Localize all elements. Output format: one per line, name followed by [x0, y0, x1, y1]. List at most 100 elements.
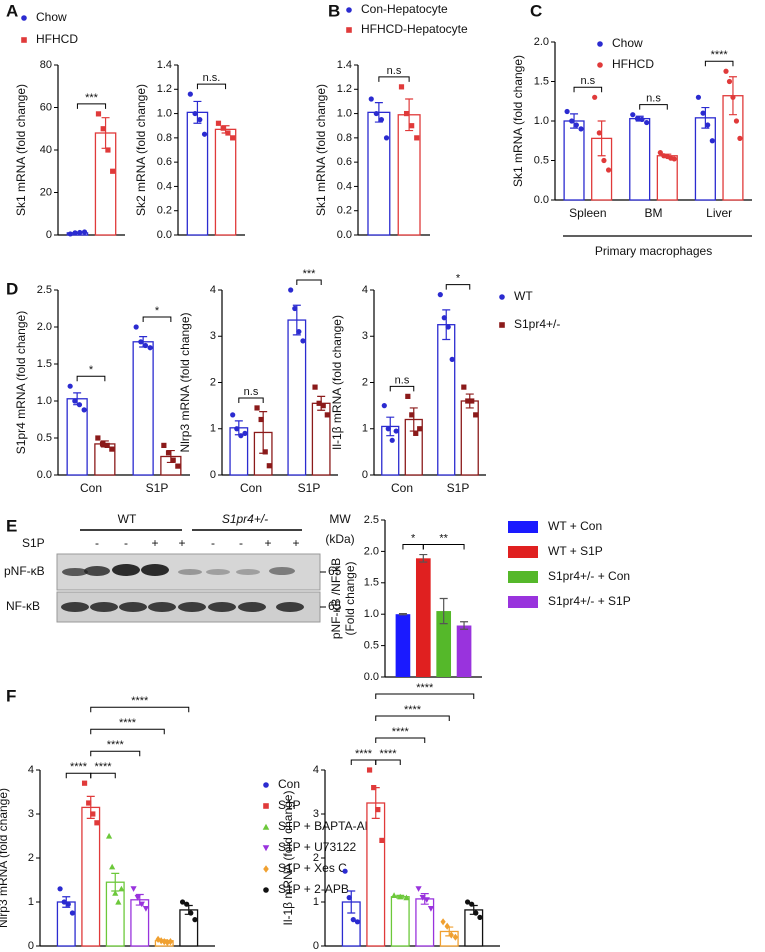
data-point — [77, 229, 83, 236]
legend-label: Chow — [612, 36, 643, 50]
data-point — [383, 135, 390, 141]
significance-label: **** — [379, 748, 397, 760]
legend-label: Chow — [36, 10, 67, 24]
data-point — [130, 886, 137, 892]
y-tick-label: 0.6 — [337, 156, 352, 168]
data-point — [67, 383, 73, 389]
significance-label: n.s — [387, 65, 402, 77]
data-point — [350, 917, 356, 923]
significance-bracket — [65, 772, 92, 779]
significance-bracket — [142, 316, 172, 322]
legend-marker — [499, 294, 505, 300]
band — [238, 602, 266, 612]
significance-label: **** — [70, 761, 88, 773]
y-tick-label: 40 — [40, 144, 52, 156]
bar — [460, 400, 479, 476]
data-point — [188, 910, 194, 916]
legend-marker — [499, 322, 505, 328]
data-point — [67, 231, 73, 237]
x-tick-label: S1P — [447, 481, 470, 495]
y-tick-label: 1.2 — [157, 83, 172, 95]
data-point — [569, 118, 575, 124]
significance-bracket — [90, 772, 116, 779]
legend-label: S1P + Xes C — [278, 861, 347, 875]
data-point — [730, 94, 736, 100]
bar — [132, 341, 154, 476]
significance-bracket — [196, 83, 227, 90]
y-axis-label: Sk1 mRNA (fold change) — [511, 55, 525, 187]
data-point — [179, 899, 186, 905]
data-point — [147, 345, 153, 351]
legend-marker — [597, 62, 603, 68]
sign: - — [95, 536, 99, 550]
significance-label: * — [411, 532, 416, 544]
significance-bracket — [90, 728, 165, 735]
data-point — [292, 305, 298, 312]
data-point — [324, 412, 330, 418]
legend-marker — [262, 823, 270, 830]
data-point — [230, 412, 236, 418]
y-tick-label: 0.0 — [37, 469, 52, 481]
data-point — [346, 895, 352, 901]
y-tick-label: 1 — [362, 423, 368, 435]
data-point — [657, 150, 663, 156]
error-bar — [292, 304, 301, 336]
data-point — [368, 96, 374, 102]
band — [112, 564, 140, 576]
significance-bracket — [296, 279, 322, 285]
bar — [397, 114, 421, 236]
data-point — [110, 168, 116, 174]
y-tick-label: 1 — [28, 896, 34, 908]
data-point — [737, 135, 743, 141]
legend-swatch — [508, 521, 538, 533]
data-point — [109, 863, 116, 870]
y-tick-label: 2.0 — [364, 545, 379, 557]
bar — [366, 802, 386, 947]
y-tick-label: 3 — [210, 330, 216, 342]
significance-bracket — [238, 397, 264, 403]
mw-label: MW — [329, 512, 351, 526]
y-tick-label: 4 — [210, 284, 216, 296]
y-tick-label: 0.4 — [157, 180, 172, 192]
y-axis-label: Nlrp3 mRNA (fold change) — [178, 312, 192, 452]
bar — [415, 558, 431, 677]
y-tick-label: 0 — [313, 940, 319, 952]
legend-label: S1pr4+/- + Con — [548, 569, 630, 583]
panel-label: D — [6, 279, 18, 298]
data-point — [634, 116, 640, 122]
data-point — [393, 428, 399, 434]
legend-label: WT + S1P — [548, 544, 603, 558]
data-point — [296, 329, 302, 335]
data-point — [381, 403, 387, 409]
data-point — [320, 403, 326, 409]
y-tick-label: 0 — [46, 229, 52, 241]
data-point — [94, 820, 100, 826]
data-point — [405, 393, 411, 399]
y-tick-label: 1.0 — [534, 115, 549, 127]
legend-swatch — [508, 571, 538, 583]
significance-label: **** — [355, 748, 373, 760]
legend-marker — [597, 41, 603, 47]
data-point — [133, 324, 139, 330]
data-point — [109, 446, 115, 452]
data-point — [69, 910, 76, 916]
data-point — [76, 402, 83, 408]
data-point — [596, 130, 602, 136]
y-tick-label: 0.5 — [37, 432, 52, 444]
mw-mark: 65 — [328, 564, 342, 578]
data-point — [142, 342, 149, 349]
legend-marker — [21, 15, 27, 21]
data-point — [413, 430, 419, 436]
data-point — [564, 108, 570, 115]
significance-bracket — [639, 104, 668, 110]
data-point — [61, 899, 67, 905]
data-point — [423, 897, 430, 903]
y-axis-label: Il-1β mRNA (fold change) — [281, 791, 295, 926]
legend-label: S1P + BAPTA-AM — [278, 819, 375, 833]
data-point — [601, 157, 607, 164]
data-point — [437, 292, 443, 298]
x-tick-label: Spleen — [569, 206, 606, 220]
legend-label: HFHCD — [36, 32, 78, 46]
y-tick-label: 1.4 — [337, 59, 352, 71]
band — [208, 602, 236, 612]
